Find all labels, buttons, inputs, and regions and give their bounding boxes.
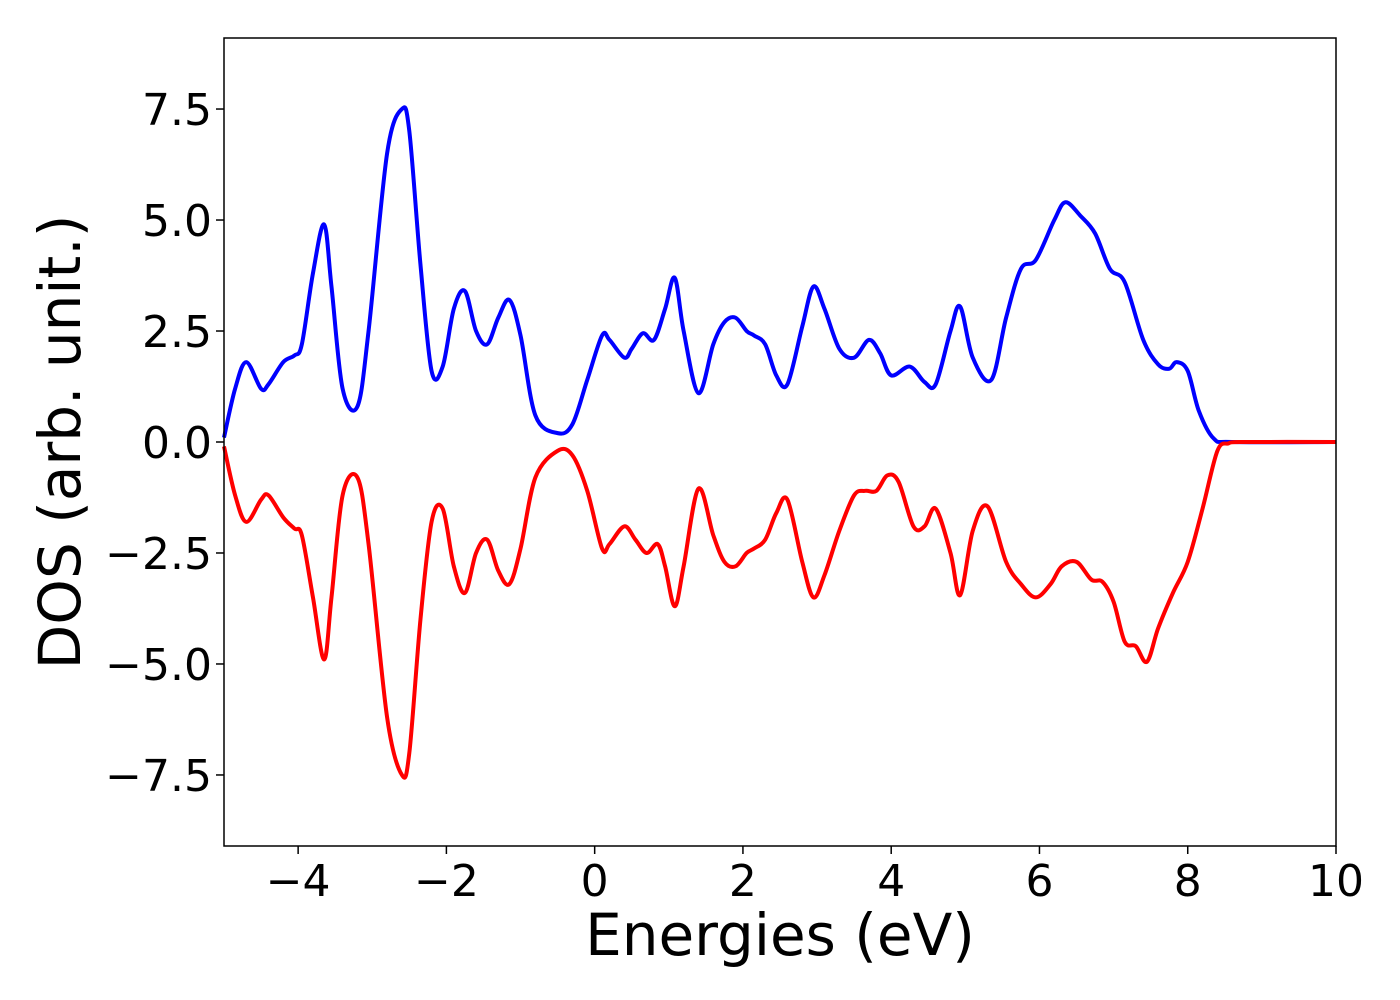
series-line-1	[222, 105, 1337, 445]
y-tick-label: −2.5	[105, 529, 212, 580]
y-tick-label: 0.0	[142, 418, 212, 469]
series-line-2	[222, 439, 1337, 780]
x-tick-label: 6	[1025, 856, 1053, 907]
series-lines	[222, 105, 1337, 780]
y-tick-label: 2.5	[142, 307, 212, 358]
x-tick-label: −2	[414, 856, 479, 907]
plot-area-frame	[223, 37, 1337, 847]
x-tick-label: 10	[1308, 856, 1364, 907]
x-tick-label: −4	[266, 856, 331, 907]
x-tick-label: 4	[877, 856, 905, 907]
x-tick-label: 8	[1174, 856, 1202, 907]
x-tick-label: 0	[581, 856, 609, 907]
x-tick-label: 2	[729, 856, 757, 907]
y-axis-label: DOS (arb. unit.)	[26, 215, 94, 670]
y-tick-label: 5.0	[142, 196, 212, 247]
y-tick-label: 7.5	[142, 85, 212, 136]
y-tick-label: −5.0	[105, 640, 212, 691]
y-tick-label: −7.5	[105, 751, 212, 802]
x-axis-label: Energies (eV)	[585, 901, 975, 969]
y-axis: −7.5 −5.0 −2.5 0.0 2.5 5.0 7.5	[105, 85, 224, 802]
x-axis: −4 −2 0 2 4 6 8 10	[266, 846, 1364, 907]
